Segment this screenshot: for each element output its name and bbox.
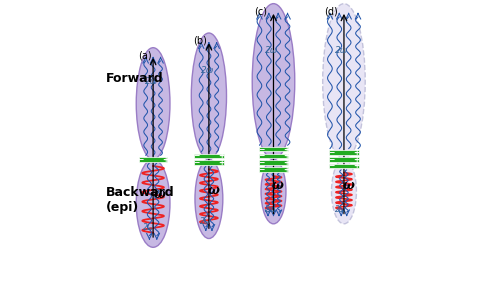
Text: (c): (c): [254, 6, 266, 17]
FancyBboxPatch shape: [259, 147, 288, 151]
Text: −: −: [258, 158, 264, 167]
Text: +: +: [218, 158, 224, 167]
FancyBboxPatch shape: [330, 157, 358, 162]
FancyBboxPatch shape: [194, 160, 224, 165]
Ellipse shape: [195, 159, 223, 239]
Text: 2ω: 2ω: [264, 46, 278, 55]
FancyBboxPatch shape: [259, 153, 288, 158]
FancyBboxPatch shape: [330, 164, 358, 168]
Text: +: +: [283, 151, 289, 160]
FancyBboxPatch shape: [259, 160, 288, 165]
Ellipse shape: [192, 33, 226, 159]
Ellipse shape: [136, 159, 170, 247]
Text: −: −: [328, 155, 334, 164]
Text: (b): (b): [192, 36, 206, 46]
Text: +: +: [354, 148, 360, 157]
Ellipse shape: [261, 159, 286, 224]
Text: (a): (a): [138, 51, 151, 60]
FancyBboxPatch shape: [259, 167, 288, 172]
Text: 2ω: 2ω: [265, 205, 276, 214]
Text: +: +: [283, 165, 289, 174]
Text: −: −: [258, 165, 264, 174]
Text: −: −: [328, 161, 334, 171]
Text: −: −: [328, 148, 334, 157]
Text: −: −: [193, 158, 200, 167]
Text: −: −: [258, 151, 264, 160]
Ellipse shape: [332, 159, 356, 224]
Ellipse shape: [322, 4, 365, 159]
FancyBboxPatch shape: [194, 153, 224, 158]
Text: (d): (d): [324, 6, 338, 17]
Text: ω: ω: [272, 178, 284, 191]
Text: −: −: [138, 155, 144, 164]
Text: ω: ω: [342, 178, 354, 191]
Text: +: +: [218, 151, 224, 160]
FancyBboxPatch shape: [330, 150, 358, 155]
Text: 2ω: 2ω: [336, 205, 346, 214]
Text: 2ω: 2ω: [200, 217, 211, 226]
FancyBboxPatch shape: [139, 157, 168, 162]
Ellipse shape: [252, 4, 295, 159]
Text: ω: ω: [153, 188, 165, 201]
Text: 2ω: 2ω: [200, 66, 214, 75]
Text: ω: ω: [208, 184, 220, 197]
Text: −: −: [193, 151, 200, 160]
Text: +: +: [354, 155, 360, 164]
Text: +: +: [354, 161, 360, 171]
Text: 2ω: 2ω: [144, 223, 154, 232]
Text: 2ω: 2ω: [335, 46, 348, 55]
Text: Forward: Forward: [106, 72, 164, 85]
Text: 2ω: 2ω: [145, 77, 158, 86]
Text: +: +: [283, 158, 289, 167]
Text: −: −: [258, 145, 264, 154]
Text: Backward
(epi): Backward (epi): [106, 186, 175, 214]
Text: +: +: [283, 145, 289, 154]
Ellipse shape: [136, 48, 170, 159]
Text: +: +: [162, 155, 168, 164]
